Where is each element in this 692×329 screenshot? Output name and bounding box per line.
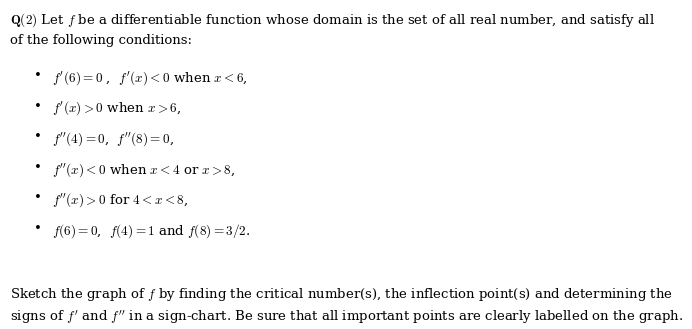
Text: •: • <box>34 161 42 174</box>
Text: $f''(4) = 0$,  $f''(8) = 0$,: $f''(4) = 0$, $f''(8) = 0$, <box>52 130 174 148</box>
Text: •: • <box>34 100 42 113</box>
Text: $f(6) = 0$,  $f(4) = 1$ and $f(8) = 3/2$.: $f(6) = 0$, $f(4) = 1$ and $f(8) = 3/2$. <box>52 222 251 240</box>
Text: •: • <box>34 130 42 143</box>
Text: signs of $f'$ and $f''$ in a sign-chart. Be sure that all important points are c: signs of $f'$ and $f''$ in a sign-chart.… <box>10 309 684 326</box>
Text: $f'(x) > 0$ when $x > 6$,: $f'(x) > 0$ when $x > 6$, <box>52 100 181 117</box>
Text: $f'(6) = 0$ ,  $f'(x) < 0$ when $x < 6$,: $f'(6) = 0$ , $f'(x) < 0$ when $x < 6$, <box>52 69 248 87</box>
Text: $\mathbf{Q(2)}$ Let $f$ be a differentiable function whose domain is the set of : $\mathbf{Q(2)}$ Let $f$ be a differentia… <box>10 12 655 29</box>
Text: Sketch the graph of $f$ by finding the critical number(s), the inflection point(: Sketch the graph of $f$ by finding the c… <box>10 286 673 303</box>
Text: of the following conditions:: of the following conditions: <box>10 34 192 47</box>
Text: •: • <box>34 222 42 235</box>
Text: •: • <box>34 191 42 205</box>
Text: $f''(x) > 0$ for $4 < x < 8$,: $f''(x) > 0$ for $4 < x < 8$, <box>52 191 188 209</box>
Text: •: • <box>34 69 42 82</box>
Text: $f''(x) < 0$ when $x < 4$ or $x > 8$,: $f''(x) < 0$ when $x < 4$ or $x > 8$, <box>52 161 235 179</box>
